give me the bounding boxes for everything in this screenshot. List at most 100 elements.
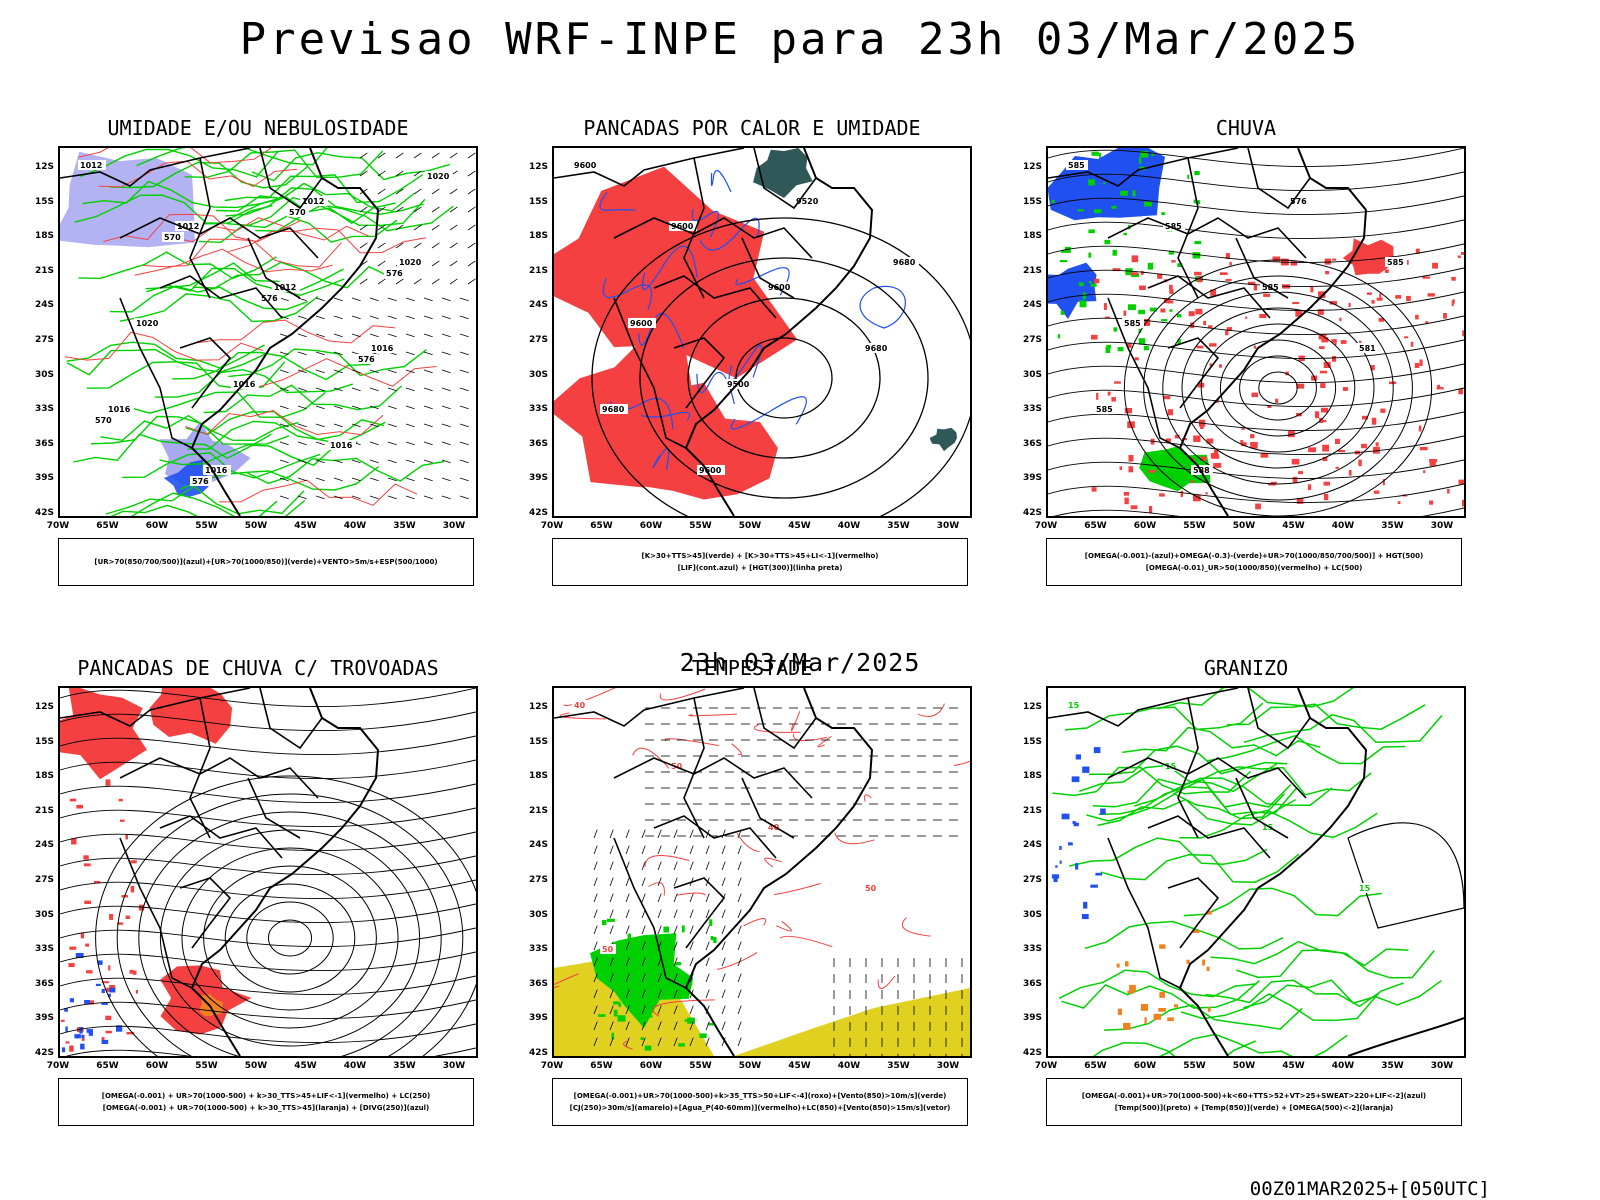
rain-red-area <box>1251 392 1259 398</box>
wind-vector <box>459 495 469 500</box>
wind-green-area <box>678 1043 685 1047</box>
lat-tick-label: 39S <box>1022 473 1042 484</box>
lat-tick-label: 27S <box>1022 875 1042 885</box>
rain-red-area <box>1290 260 1298 266</box>
wind-vector <box>441 333 451 338</box>
water-red-contour <box>877 975 896 989</box>
rain-red-area <box>1320 383 1326 388</box>
rain-red-area <box>1332 356 1337 362</box>
lif-contour <box>602 277 653 311</box>
contour-label: 1020 <box>397 257 425 267</box>
lat-tick-label: 12S <box>528 162 548 172</box>
temp-850-contour <box>1179 809 1378 839</box>
wind-vector <box>593 957 598 967</box>
rain-red-area <box>1295 309 1303 317</box>
rain-red-area <box>1111 397 1116 402</box>
contour-label: 581 <box>1357 343 1379 353</box>
rain-red-area <box>1091 487 1097 492</box>
wind-vector <box>625 909 630 919</box>
border-line <box>613 757 813 799</box>
rain-red-area <box>1319 346 1325 349</box>
omega-orange-area <box>1127 990 1135 994</box>
hail-blue-area <box>1075 863 1079 870</box>
svg-text:9680: 9680 <box>893 258 916 267</box>
lif-contour <box>641 411 691 421</box>
wind-vector <box>359 278 368 285</box>
omega-orange-area <box>1140 1004 1148 1011</box>
omega-green-area <box>1088 179 1095 186</box>
humidity-green-contour <box>66 348 266 376</box>
legend-line: [OMEGA(-0.001) + UR>70(1000-500) + k>30_… <box>101 1092 431 1100</box>
wind-vector <box>593 845 598 855</box>
rain-red-area <box>1250 442 1258 449</box>
temp-850-contour <box>1064 702 1264 731</box>
lon-tick-label: 60W <box>639 521 663 531</box>
wind-vector <box>689 861 694 871</box>
streamline-250 <box>60 711 476 732</box>
lat-tick-label: 24S <box>1022 300 1042 311</box>
rain-red-area <box>1165 438 1171 442</box>
lat-tick-label: 36S <box>34 978 54 989</box>
omega-green-area <box>1143 345 1149 351</box>
wind-vector <box>297 405 307 410</box>
svg-text:15: 15 <box>1068 701 1080 710</box>
omega-green-area <box>1140 151 1149 158</box>
lon-tick-label: 55W <box>689 1061 712 1071</box>
lon-tick-label: 65W <box>1084 521 1107 531</box>
humidity-green-contour <box>136 148 328 167</box>
humidity-green-contour <box>122 452 321 479</box>
wind-vector <box>423 333 433 338</box>
wind-vector <box>673 925 678 935</box>
humidity-green-contour <box>80 148 279 178</box>
wind-vector <box>689 925 694 935</box>
streamline-250 <box>60 807 476 828</box>
rain-red-area <box>1323 494 1329 501</box>
wind-vector <box>279 387 289 392</box>
border-line <box>1177 697 1199 839</box>
border-line <box>1107 297 1181 449</box>
contour-label: 9600 <box>628 318 656 328</box>
lon-tick-label: 50W <box>1232 1061 1256 1071</box>
humidity-green-contour <box>119 293 319 323</box>
wind-vector <box>405 405 415 410</box>
lat-tick-label: 24S <box>528 300 548 311</box>
divergence-blue-area <box>74 1034 81 1039</box>
lat-tick-label: 12S <box>528 702 548 712</box>
lat-tick-label: 36S <box>1022 978 1042 989</box>
divergence-blue-area <box>108 993 111 997</box>
wind-vector <box>721 909 726 919</box>
rain-red-area <box>1188 311 1195 317</box>
omega-green-area <box>1187 174 1190 179</box>
wind-vector <box>689 893 694 903</box>
humidity-green-contour <box>203 384 403 414</box>
lat-tick-label: 21S <box>34 805 54 816</box>
contour-label: 585 <box>1066 160 1088 170</box>
rain-red-area <box>1225 253 1230 259</box>
svg-text:15: 15 <box>1359 884 1371 893</box>
wind-vector <box>641 1005 646 1015</box>
contour-label: 570 <box>287 207 309 217</box>
svg-text:9680: 9680 <box>865 344 888 353</box>
wind-vector <box>333 369 343 374</box>
lon-tick-label: 60W <box>145 1061 169 1071</box>
height-300-contour <box>591 217 970 516</box>
temp-850-contour <box>1243 713 1443 744</box>
wind-vector <box>593 1021 598 1031</box>
wind-vector <box>359 242 368 249</box>
border-line <box>653 815 777 859</box>
rain-red-area <box>1124 408 1132 414</box>
wind-vector <box>449 224 458 231</box>
height-500-contour <box>1048 219 1464 240</box>
omega-green-area <box>1144 201 1152 207</box>
rain-red-area <box>1451 276 1456 281</box>
divergence-blue-area <box>80 1043 85 1050</box>
svg-text:50: 50 <box>865 884 877 893</box>
lon-tick-label: 40W <box>1331 521 1355 531</box>
coastline <box>684 688 874 1056</box>
omega-orange-area <box>1125 961 1129 967</box>
streamline-250 <box>60 688 476 708</box>
border-line <box>60 688 251 727</box>
wind-vector <box>413 224 422 231</box>
storm-red-area <box>105 779 111 786</box>
wind-vector <box>609 909 614 919</box>
